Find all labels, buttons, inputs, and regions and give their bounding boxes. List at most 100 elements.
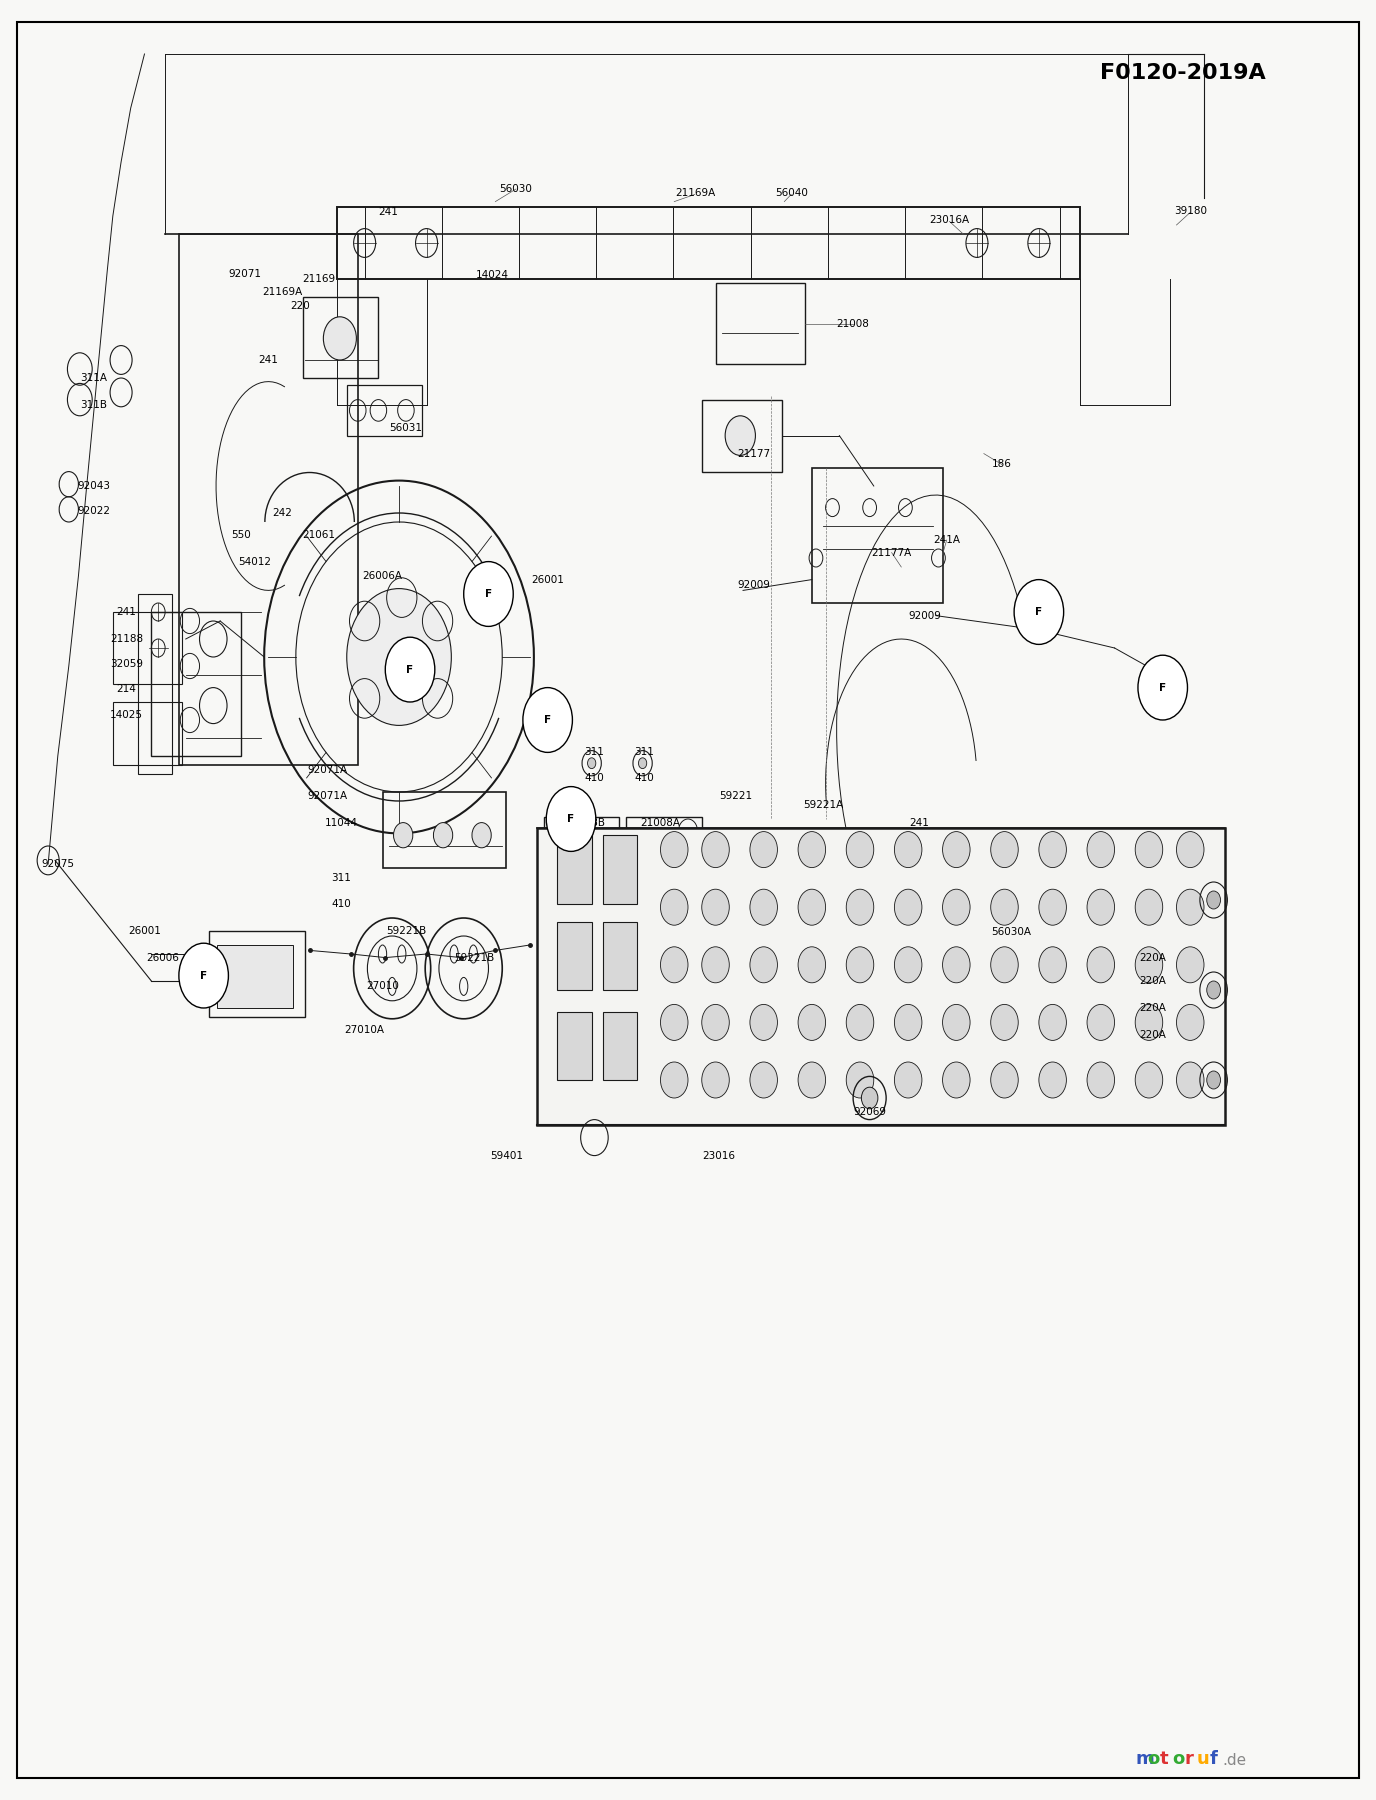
Circle shape bbox=[943, 1004, 970, 1040]
Text: 311: 311 bbox=[634, 747, 654, 758]
Bar bbox=[557, 1012, 592, 1080]
Circle shape bbox=[433, 823, 453, 848]
Circle shape bbox=[846, 832, 874, 868]
Circle shape bbox=[546, 787, 596, 851]
Circle shape bbox=[1176, 1004, 1204, 1040]
Bar bbox=[626, 817, 702, 886]
Circle shape bbox=[750, 1004, 777, 1040]
Circle shape bbox=[1138, 655, 1187, 720]
Circle shape bbox=[323, 317, 356, 360]
Text: 21169A: 21169A bbox=[674, 187, 716, 198]
Circle shape bbox=[702, 1004, 729, 1040]
Circle shape bbox=[347, 589, 451, 725]
Circle shape bbox=[702, 889, 729, 925]
Bar bbox=[557, 835, 592, 904]
Text: 214: 214 bbox=[117, 684, 136, 695]
Text: o: o bbox=[1148, 1750, 1160, 1768]
Circle shape bbox=[1176, 1062, 1204, 1098]
Text: 241: 241 bbox=[910, 817, 929, 828]
Bar bbox=[702, 400, 782, 472]
Bar bbox=[113, 702, 182, 765]
Circle shape bbox=[1207, 1071, 1221, 1089]
Bar bbox=[209, 931, 305, 1017]
Circle shape bbox=[750, 832, 777, 868]
Bar bbox=[151, 612, 241, 756]
Circle shape bbox=[846, 1062, 874, 1098]
Circle shape bbox=[943, 947, 970, 983]
Circle shape bbox=[464, 562, 513, 626]
Text: 59401: 59401 bbox=[490, 1150, 523, 1161]
Circle shape bbox=[660, 947, 688, 983]
Text: 21061: 21061 bbox=[303, 529, 336, 540]
Bar bbox=[603, 1012, 637, 1080]
Text: F: F bbox=[1035, 607, 1043, 617]
Circle shape bbox=[943, 832, 970, 868]
Circle shape bbox=[725, 416, 755, 455]
Bar bbox=[113, 612, 182, 684]
Circle shape bbox=[660, 1004, 688, 1040]
Circle shape bbox=[1087, 1062, 1115, 1098]
Circle shape bbox=[1135, 1004, 1163, 1040]
Text: 56031: 56031 bbox=[389, 423, 422, 434]
Circle shape bbox=[588, 758, 596, 769]
Text: F: F bbox=[544, 715, 552, 725]
Circle shape bbox=[1039, 1062, 1066, 1098]
Circle shape bbox=[1087, 889, 1115, 925]
Circle shape bbox=[750, 947, 777, 983]
Text: 92043: 92043 bbox=[77, 481, 110, 491]
Text: 220A: 220A bbox=[1139, 976, 1167, 986]
Circle shape bbox=[523, 688, 572, 752]
Circle shape bbox=[943, 889, 970, 925]
Text: 14025: 14025 bbox=[110, 709, 143, 720]
Text: 92022: 92022 bbox=[77, 506, 110, 517]
Text: 410: 410 bbox=[634, 772, 654, 783]
Bar bbox=[138, 594, 172, 774]
Text: 59221A: 59221A bbox=[802, 799, 843, 810]
Text: F0120-2019A: F0120-2019A bbox=[1101, 63, 1266, 83]
Text: 220A: 220A bbox=[1139, 952, 1167, 963]
Bar bbox=[337, 207, 1080, 279]
Text: 311B: 311B bbox=[80, 400, 107, 410]
Text: 21177: 21177 bbox=[738, 448, 771, 459]
Text: 410: 410 bbox=[585, 772, 604, 783]
Bar bbox=[179, 234, 358, 765]
Text: 23016: 23016 bbox=[702, 1150, 735, 1161]
Text: 56040: 56040 bbox=[775, 187, 808, 198]
Circle shape bbox=[798, 947, 826, 983]
Circle shape bbox=[894, 947, 922, 983]
Circle shape bbox=[991, 947, 1018, 983]
Circle shape bbox=[750, 889, 777, 925]
Text: 56030A: 56030A bbox=[991, 927, 1032, 938]
Text: f: f bbox=[1210, 1750, 1218, 1768]
Circle shape bbox=[660, 832, 688, 868]
Text: 311A: 311A bbox=[80, 373, 107, 383]
Text: 23016A: 23016A bbox=[929, 214, 970, 225]
Circle shape bbox=[1087, 832, 1115, 868]
Text: 241: 241 bbox=[259, 355, 278, 365]
Circle shape bbox=[991, 832, 1018, 868]
Circle shape bbox=[991, 1004, 1018, 1040]
Circle shape bbox=[1176, 889, 1204, 925]
Circle shape bbox=[660, 1062, 688, 1098]
Circle shape bbox=[472, 823, 491, 848]
Text: 26006A: 26006A bbox=[362, 571, 403, 581]
Circle shape bbox=[1135, 947, 1163, 983]
Bar bbox=[383, 792, 506, 868]
Circle shape bbox=[894, 1004, 922, 1040]
Circle shape bbox=[1207, 981, 1221, 999]
Text: 241: 241 bbox=[117, 607, 136, 617]
Circle shape bbox=[702, 1062, 729, 1098]
Text: 21008: 21008 bbox=[837, 319, 870, 329]
Text: 21169: 21169 bbox=[303, 274, 336, 284]
Text: t: t bbox=[1160, 1750, 1168, 1768]
Circle shape bbox=[394, 823, 413, 848]
Text: 21188: 21188 bbox=[110, 634, 143, 644]
Circle shape bbox=[702, 832, 729, 868]
Text: 21177A: 21177A bbox=[871, 547, 912, 558]
Text: o: o bbox=[1172, 1750, 1185, 1768]
Text: 56030: 56030 bbox=[499, 184, 533, 194]
Text: 311: 311 bbox=[332, 873, 351, 884]
Bar bbox=[217, 945, 293, 1008]
Circle shape bbox=[1039, 832, 1066, 868]
Text: 220: 220 bbox=[290, 301, 310, 311]
